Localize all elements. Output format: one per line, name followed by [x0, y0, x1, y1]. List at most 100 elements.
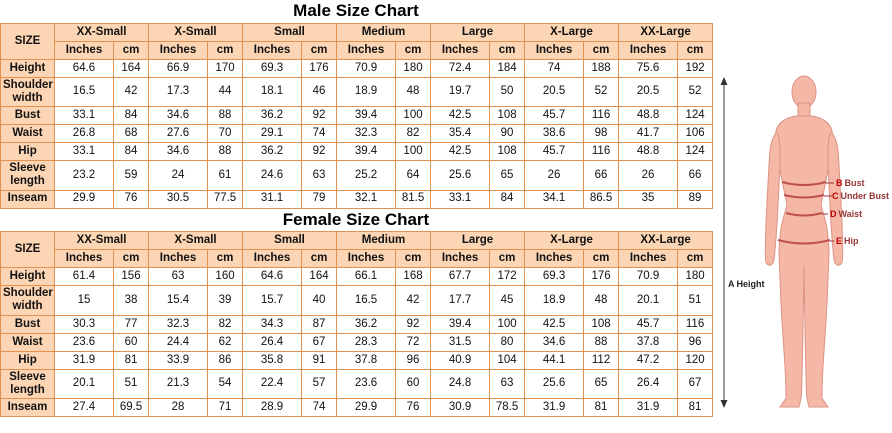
measurement-value-cell: 37.8 [336, 350, 397, 370]
measurement-value-cell: 35.4 [430, 124, 491, 144]
measurement-value-cell: 24 [148, 160, 209, 191]
measurement-value-cell: 31.9 [54, 350, 114, 370]
measurement-value-cell: 40 [301, 285, 338, 316]
measurement-value-cell: 60 [395, 368, 432, 400]
measurement-value-cell: 61.4 [54, 267, 114, 287]
hip-line [777, 239, 831, 245]
unit-header-cell: Inches [148, 249, 209, 269]
unit-header-cell: cm [207, 249, 244, 269]
measurement-value-cell: 164 [112, 58, 150, 78]
measurement-value-cell: 18.9 [524, 285, 585, 316]
measurement-value-cell: 16.5 [336, 285, 397, 316]
unit-header-cell: Inches [54, 249, 114, 269]
measurement-value-cell: 34.1 [524, 189, 585, 209]
size-table-female: SIZE XX-Small X-Small Small Medium Large X-Lar… [0, 231, 714, 418]
measurement-value-cell: 26.4 [242, 332, 303, 352]
measurement-value-cell: 89 [677, 189, 714, 209]
measurement-value-cell: 18.1 [242, 76, 303, 108]
measurement-value-cell: 63 [489, 368, 526, 400]
unit-header-cell: Inches [148, 40, 209, 60]
measurement-value-cell: 64.6 [242, 267, 303, 287]
unit-header-cell: cm [112, 40, 150, 60]
measurement-value-cell: 70.9 [336, 58, 397, 78]
size-header-cell: XX-Large [618, 231, 714, 251]
measurement-value-cell: 76 [112, 189, 150, 209]
unit-header-cell: Inches [430, 249, 491, 269]
measurement-value-cell: 48 [583, 285, 620, 316]
size-header-cell: XX-Small [53, 22, 150, 42]
unit-header-cell: cm [583, 249, 620, 269]
measurement-value-cell: 30.3 [54, 314, 114, 334]
measurement-value-cell: 68 [112, 124, 150, 144]
measurement-value-cell: 96 [395, 350, 432, 370]
measurement-value-cell: 180 [395, 58, 432, 78]
measurement-value-cell: 87 [301, 314, 338, 334]
measurement-value-cell: 108 [583, 314, 620, 334]
measurement-value-cell: 66 [583, 160, 620, 191]
hip-label: E Hip [836, 236, 859, 246]
measurement-value-cell: 24.6 [242, 160, 303, 191]
measurement-row-label: Inseam [0, 189, 55, 209]
measurement-value-cell: 66 [677, 160, 714, 191]
measurement-value-cell: 37.8 [618, 332, 679, 352]
measurement-value-cell: 17.7 [430, 285, 491, 316]
unit-header-cell: cm [677, 249, 714, 269]
measurement-value-cell: 27.4 [54, 398, 114, 418]
measurement-value-cell: 46 [301, 76, 338, 108]
measurement-value-cell: 42 [395, 285, 432, 316]
measurement-value-cell: 29.9 [336, 398, 397, 418]
measurement-value-cell: 82 [395, 124, 432, 144]
measurement-value-cell: 92 [301, 106, 338, 126]
measurement-value-cell: 72.4 [430, 58, 491, 78]
size-table-male: SIZE XX-Small X-Small Small Medium Large X-Lar… [0, 22, 714, 209]
size-header-cell: X-Small [148, 22, 244, 42]
measurement-value-cell: 44.1 [524, 350, 585, 370]
measurement-value-cell: 60 [112, 332, 150, 352]
measurement-value-cell: 74 [301, 124, 338, 144]
unit-header-cell: Inches [54, 40, 114, 60]
measurement-value-cell: 86.5 [583, 189, 620, 209]
measurement-value-cell: 15 [54, 285, 114, 316]
measurement-value-cell: 100 [395, 142, 432, 162]
measurement-value-cell: 124 [677, 106, 714, 126]
measurement-value-cell: 23.6 [54, 332, 114, 352]
measurement-value-cell: 40.9 [430, 350, 491, 370]
measurement-value-cell: 160 [207, 267, 244, 287]
measurement-row-label: Bust [0, 106, 55, 126]
measurement-value-cell: 45 [489, 285, 526, 316]
unit-header-cell: cm [301, 249, 338, 269]
measurement-value-cell: 100 [489, 314, 526, 334]
measurement-value-cell: 75.6 [618, 58, 679, 78]
measurement-value-cell: 42 [112, 76, 150, 108]
measurement-value-cell: 34.6 [524, 332, 585, 352]
measurement-value-cell: 120 [677, 350, 714, 370]
measurement-value-cell: 19.7 [430, 76, 491, 108]
measurement-value-cell: 26 [524, 160, 585, 191]
measurement-value-cell: 34.6 [148, 106, 209, 126]
measurement-value-cell: 48 [395, 76, 432, 108]
measurement-value-cell: 24.8 [430, 368, 491, 400]
unit-header-cell: cm [395, 249, 432, 269]
measurement-value-cell: 21.3 [148, 368, 209, 400]
measurement-value-cell: 59 [112, 160, 150, 191]
size-header-cell: Small [242, 231, 338, 251]
unit-header-cell: Inches [242, 249, 303, 269]
measurement-value-cell: 86 [207, 350, 244, 370]
measurement-value-cell: 112 [583, 350, 620, 370]
measurement-value-cell: 22.4 [242, 368, 303, 400]
measurement-row-label: Hip [0, 142, 55, 162]
measurement-row-label: Height [0, 267, 55, 287]
measurement-value-cell: 15.7 [242, 285, 303, 316]
measurement-value-cell: 88 [207, 106, 244, 126]
under-bust-label: C Under Bust [832, 191, 889, 201]
measurement-value-cell: 33.1 [430, 189, 491, 209]
measurement-value-cell: 34.6 [148, 142, 209, 162]
measurement-row-label: Bust [0, 314, 55, 334]
measurement-value-cell: 50 [489, 76, 526, 108]
measurement-value-cell: 91 [301, 350, 338, 370]
measurement-value-cell: 104 [489, 350, 526, 370]
measurement-value-cell: 84 [112, 142, 150, 162]
measurement-value-cell: 28 [148, 398, 209, 418]
size-header-cell: X-Large [524, 22, 620, 42]
